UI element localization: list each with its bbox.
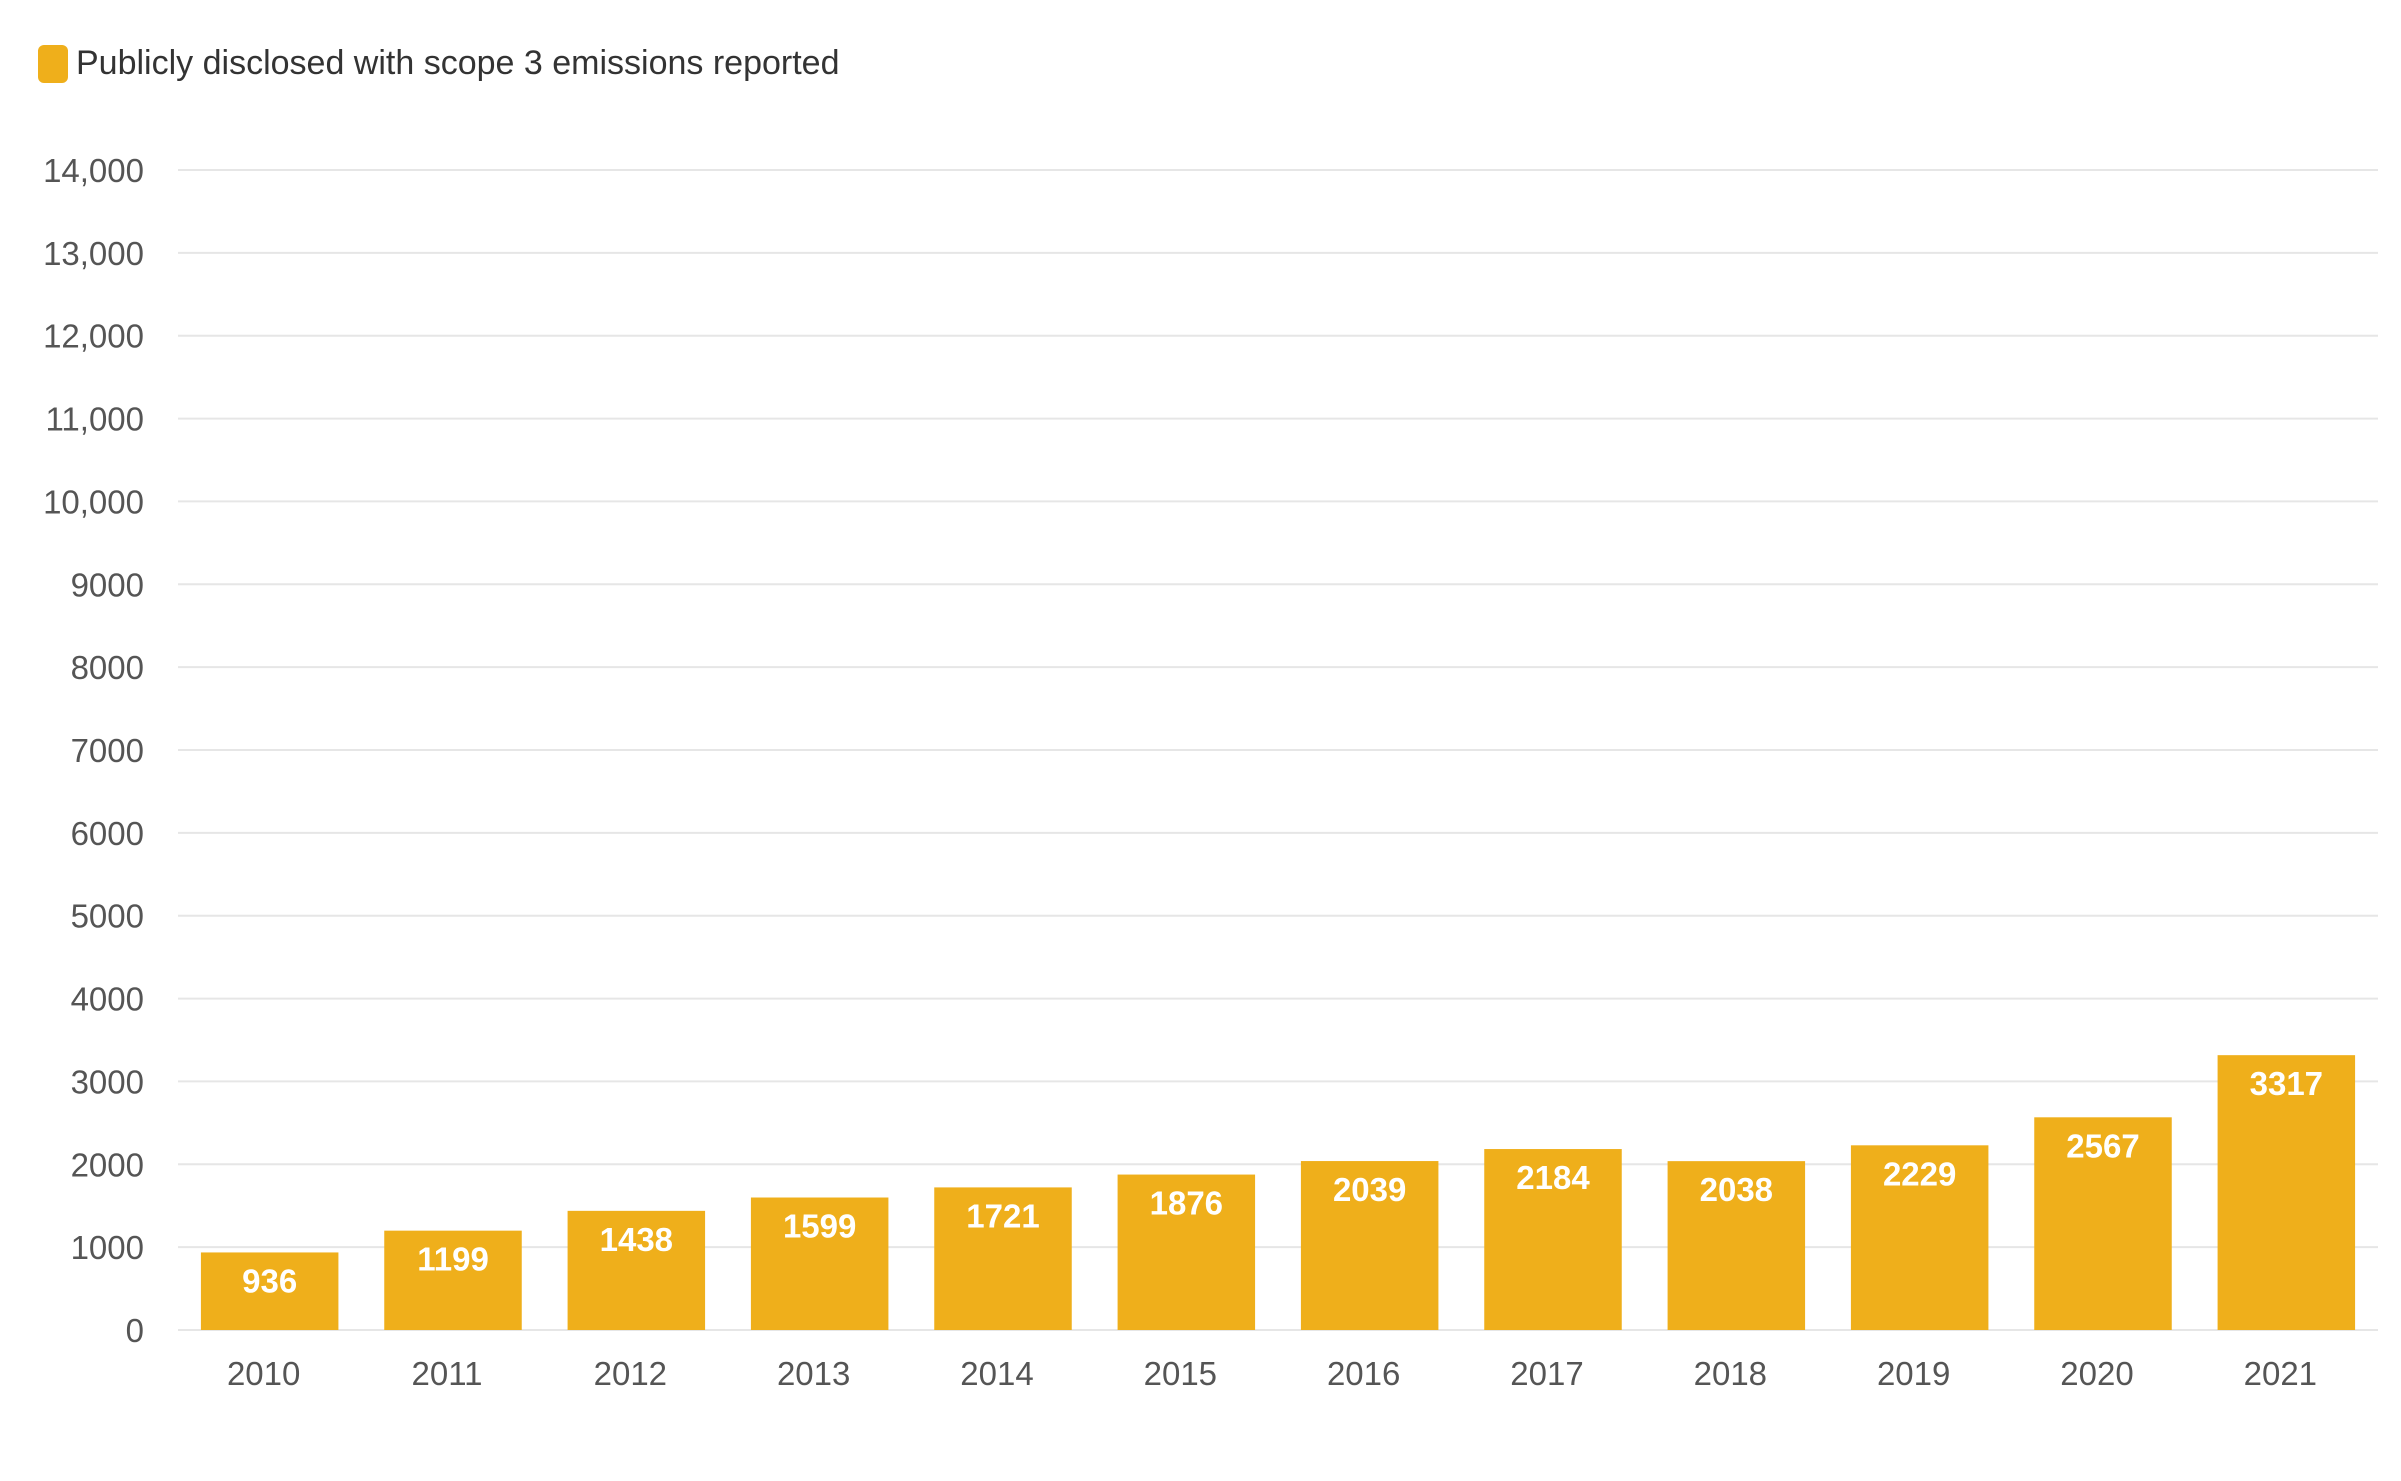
data-label-2018: 2038	[1700, 1171, 1773, 1208]
data-label-2021: 3317	[2250, 1065, 2323, 1102]
data-label-2010: 936	[242, 1262, 297, 1299]
x-tick-label: 2017	[1510, 1355, 1583, 1392]
bar-2010	[200, 1252, 339, 1330]
y-tick-label: 14,000	[43, 152, 144, 189]
bar-2013	[750, 1197, 889, 1330]
y-tick-label: 1000	[71, 1229, 144, 1266]
x-tick-label: 2019	[1877, 1355, 1950, 1392]
gridlines	[178, 169, 2378, 1331]
data-label-2012: 1438	[600, 1221, 673, 1258]
y-tick-label: 2000	[71, 1146, 144, 1183]
y-tick-label: 0	[126, 1312, 144, 1349]
bar-2015	[1117, 1174, 1256, 1330]
x-tick-label: 2020	[2060, 1355, 2133, 1392]
y-tick-label: 8000	[71, 649, 144, 686]
y-tick-label: 9000	[71, 566, 144, 603]
data-label-2017: 2184	[1516, 1159, 1590, 1196]
y-tick-label: 10,000	[43, 483, 144, 520]
bar-2019	[1850, 1145, 1989, 1330]
x-tick-label: 2014	[960, 1355, 1033, 1392]
bar-2011	[384, 1230, 522, 1330]
data-label-2011: 1199	[417, 1241, 489, 1278]
y-tick-label: 13,000	[43, 235, 144, 272]
bar-2021	[2217, 1055, 2356, 1330]
bar-2014	[934, 1187, 1072, 1330]
x-tick-label: 2013	[777, 1355, 850, 1392]
bar-2018	[1667, 1161, 1806, 1330]
x-tick-label: 2011	[412, 1355, 483, 1392]
legend: Publicly disclosed with scope 3 emission…	[38, 44, 839, 83]
x-axis: 2010 2011 2012 2013 2014 2015 2016 2017 2018 2019…	[227, 1355, 2317, 1392]
bars: 936 1199 1438 1599 1721 1876 2039 2184 2038 2229 2…	[200, 1055, 2356, 1330]
y-tick-label: 11,000	[46, 401, 144, 438]
y-tick-label: 4000	[71, 981, 144, 1018]
y-axis: 0 1000 2000 3000 4000 5000 6000 7000 8000 9000 10,…	[43, 152, 144, 1349]
x-tick-label: 2015	[1144, 1355, 1217, 1392]
data-label-2014: 1721	[966, 1197, 1039, 1234]
x-tick-label: 2018	[1694, 1355, 1767, 1392]
x-tick-label: 2010	[227, 1355, 300, 1392]
legend-label: Publicly disclosed with scope 3 emission…	[76, 44, 840, 82]
data-label-2013: 1599	[783, 1208, 856, 1245]
y-tick-label: 5000	[71, 898, 144, 935]
data-label-2020: 2567	[2066, 1127, 2139, 1164]
x-tick-label: 2016	[1327, 1355, 1400, 1392]
x-tick-label: 2021	[2244, 1355, 2317, 1392]
bar-2012	[567, 1210, 706, 1330]
data-label-2019: 2229	[1883, 1155, 1956, 1192]
bar-2016	[1300, 1161, 1439, 1330]
data-label-2015: 1876	[1150, 1185, 1223, 1222]
bar-2020	[2034, 1117, 2172, 1330]
x-tick-label: 2012	[594, 1355, 667, 1392]
y-tick-label: 3000	[71, 1063, 144, 1100]
bar-2017	[1484, 1149, 1622, 1330]
y-tick-label: 6000	[71, 815, 144, 852]
legend-swatch	[38, 44, 68, 83]
y-tick-label: 12,000	[43, 318, 144, 355]
y-tick-label: 7000	[71, 732, 144, 769]
data-label-2016: 2039	[1333, 1171, 1406, 1208]
